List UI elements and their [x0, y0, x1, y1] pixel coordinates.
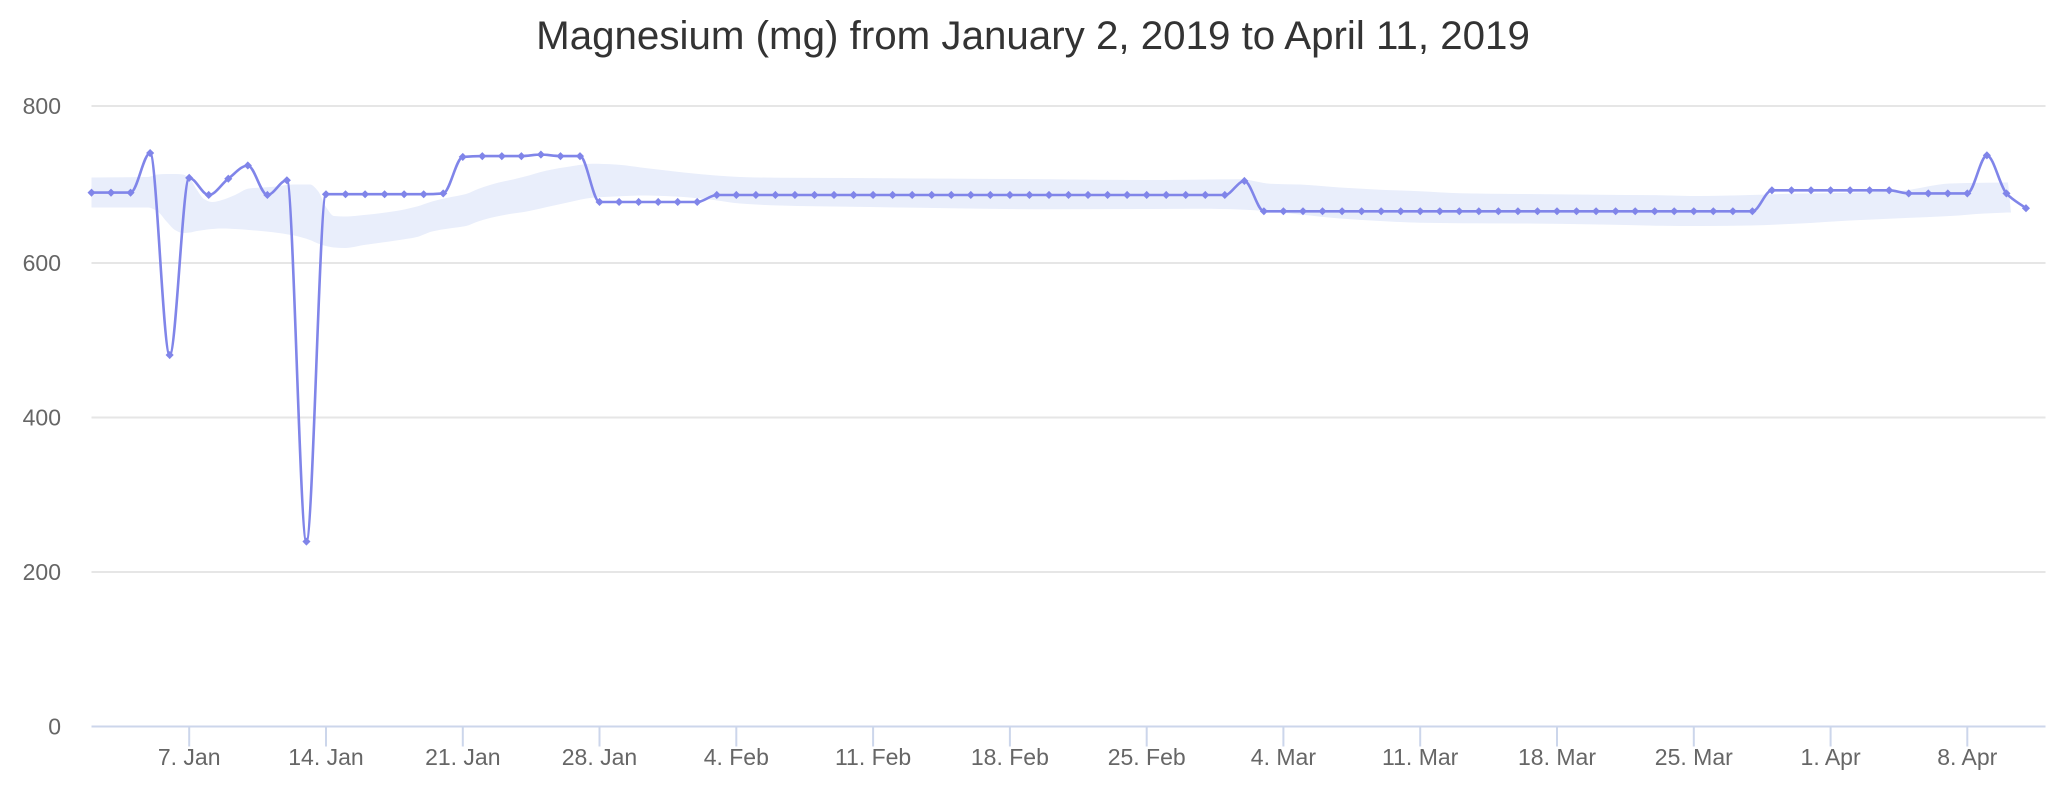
- svg-text:25. Mar: 25. Mar: [1655, 744, 1733, 770]
- svg-text:11. Feb: 11. Feb: [835, 744, 911, 770]
- svg-text:Magnesium (mg) from January 2,: Magnesium (mg) from January 2, 2019 to A…: [536, 13, 1530, 58]
- svg-text:400: 400: [23, 405, 61, 431]
- svg-text:11. Mar: 11. Mar: [1382, 744, 1459, 770]
- svg-text:14. Jan: 14. Jan: [288, 744, 363, 770]
- svg-text:25. Feb: 25. Feb: [1108, 744, 1186, 770]
- svg-text:8. Apr: 8. Apr: [1937, 744, 1997, 770]
- svg-text:18. Mar: 18. Mar: [1518, 744, 1596, 770]
- svg-text:200: 200: [23, 559, 61, 585]
- svg-text:4. Mar: 4. Mar: [1251, 744, 1317, 770]
- svg-text:18. Feb: 18. Feb: [971, 744, 1049, 770]
- svg-text:7. Jan: 7. Jan: [158, 744, 221, 770]
- svg-text:0: 0: [48, 714, 61, 740]
- svg-text:600: 600: [23, 250, 61, 276]
- svg-text:1. Apr: 1. Apr: [1801, 744, 1861, 770]
- svg-text:800: 800: [23, 93, 61, 119]
- svg-text:28. Jan: 28. Jan: [562, 744, 637, 770]
- svg-text:21. Jan: 21. Jan: [425, 744, 500, 770]
- svg-text:4. Feb: 4. Feb: [704, 744, 769, 770]
